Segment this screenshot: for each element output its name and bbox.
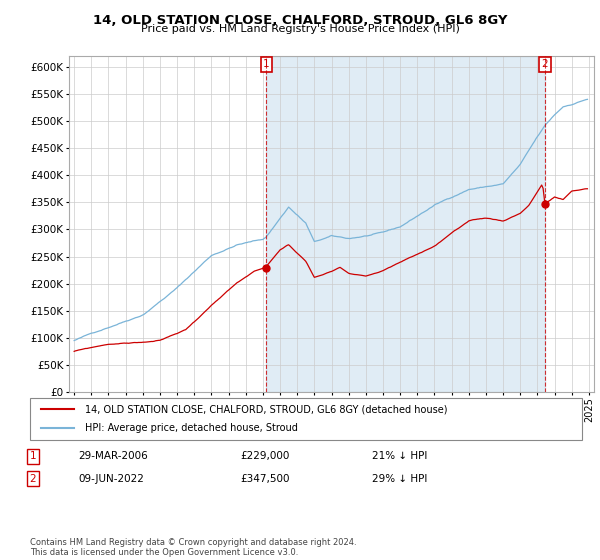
- Text: 29-MAR-2006: 29-MAR-2006: [78, 451, 148, 461]
- Text: £229,000: £229,000: [240, 451, 289, 461]
- Text: Contains HM Land Registry data © Crown copyright and database right 2024.
This d: Contains HM Land Registry data © Crown c…: [30, 538, 356, 557]
- Text: 14, OLD STATION CLOSE, CHALFORD, STROUD, GL6 8GY (detached house): 14, OLD STATION CLOSE, CHALFORD, STROUD,…: [85, 404, 448, 414]
- Bar: [266, 56, 545, 392]
- Text: 29% ↓ HPI: 29% ↓ HPI: [372, 474, 427, 484]
- Text: 2: 2: [29, 474, 37, 484]
- Text: HPI: Average price, detached house, Stroud: HPI: Average price, detached house, Stro…: [85, 423, 298, 433]
- FancyBboxPatch shape: [30, 398, 582, 440]
- Text: £347,500: £347,500: [240, 474, 290, 484]
- Text: 1: 1: [29, 451, 37, 461]
- Text: Price paid vs. HM Land Registry's House Price Index (HPI): Price paid vs. HM Land Registry's House …: [140, 24, 460, 34]
- Text: 21% ↓ HPI: 21% ↓ HPI: [372, 451, 427, 461]
- Text: 14, OLD STATION CLOSE, CHALFORD, STROUD, GL6 8GY: 14, OLD STATION CLOSE, CHALFORD, STROUD,…: [93, 14, 507, 27]
- Text: 1: 1: [263, 59, 270, 69]
- Text: 09-JUN-2022: 09-JUN-2022: [78, 474, 144, 484]
- Text: 2: 2: [542, 59, 548, 69]
